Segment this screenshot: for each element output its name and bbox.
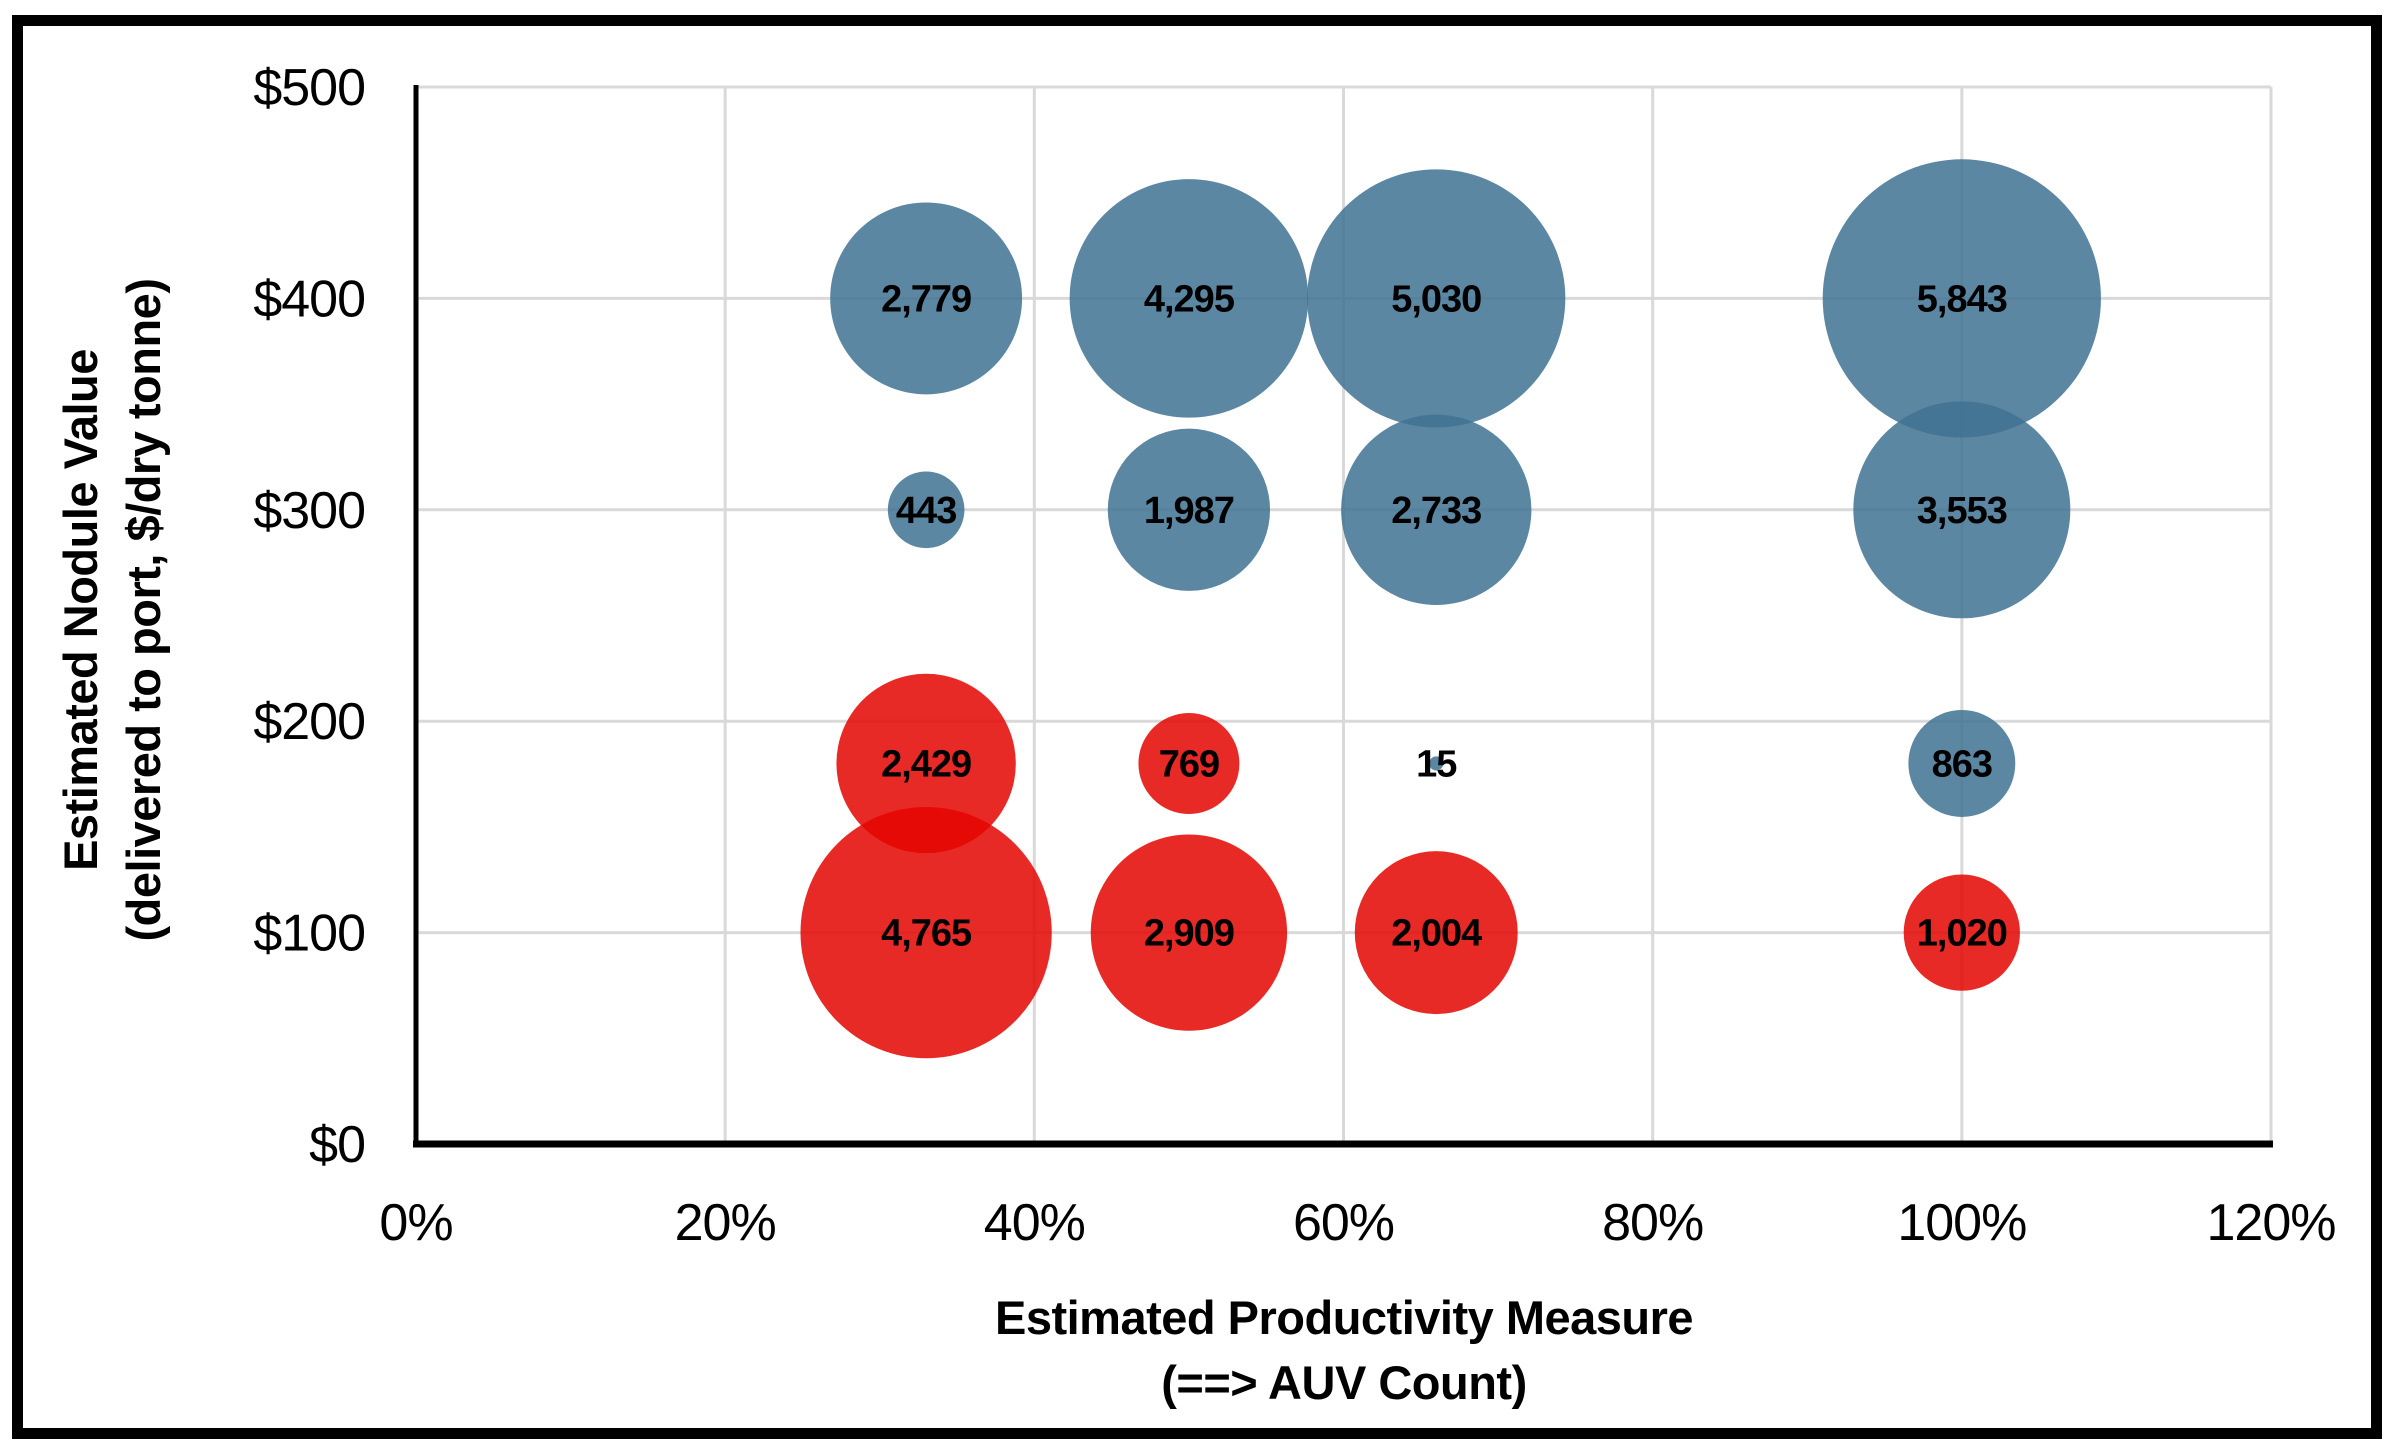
bubble-label-769: 769 bbox=[1159, 743, 1219, 785]
x-tick-label-40: 40% bbox=[984, 1194, 1085, 1252]
x-axis-title-line2: (==> AUV Count) bbox=[1161, 1356, 1527, 1409]
bubble-red-bubbles-50pct-180 bbox=[1138, 713, 1240, 814]
bubble-blue-bubbles-100pct-400 bbox=[1822, 159, 2101, 438]
y-tick-label-500: $500 bbox=[253, 59, 365, 117]
bubble-label-1987: 1,987 bbox=[1144, 490, 1234, 532]
bubble-red-bubbles-50pct-100 bbox=[1090, 834, 1288, 1031]
x-tick-label-0: 0% bbox=[379, 1194, 452, 1252]
bubble-label-4765: 4,765 bbox=[881, 913, 972, 955]
y-axis-title: Estimated Nodule Value (delivered to por… bbox=[49, 279, 175, 942]
bubble-label-4295: 4,295 bbox=[1144, 278, 1235, 320]
bubble-red-bubbles-100pct-100 bbox=[1903, 874, 2020, 991]
bubble-label-863: 863 bbox=[1932, 743, 1992, 785]
y-tick-label-400: $400 bbox=[253, 270, 365, 328]
y-tick-label-0: $0 bbox=[309, 1116, 365, 1174]
bubble-label-2733: 2,733 bbox=[1391, 490, 1481, 532]
x-tick-label-120: 120% bbox=[2207, 1194, 2336, 1252]
chart-outer-border bbox=[12, 15, 2382, 1439]
y-tick-label-300: $300 bbox=[253, 482, 365, 540]
bubble-label-2779: 2,779 bbox=[881, 278, 971, 320]
bubble-label-443: 443 bbox=[896, 490, 956, 532]
bubble-label-5843: 5,843 bbox=[1917, 278, 2007, 320]
bubble-blue-bubbles-66pct-180 bbox=[1429, 756, 1444, 771]
x-tick-label-60: 60% bbox=[1293, 1194, 1394, 1252]
bubble-blue-bubbles-66pct-400 bbox=[1307, 169, 1566, 428]
bubble-label-2004: 2,004 bbox=[1391, 913, 1482, 955]
bubble-label-1020: 1,020 bbox=[1917, 913, 2007, 955]
bubble-label-5030: 5,030 bbox=[1391, 278, 1481, 320]
y-tick-label-100: $100 bbox=[253, 905, 365, 963]
bubble-blue-bubbles-50pct-300 bbox=[1107, 428, 1271, 591]
x-tick-label-100: 100% bbox=[1897, 1194, 2026, 1252]
bubble-blue-bubbles-66pct-300 bbox=[1341, 414, 1532, 605]
x-tick-label-80: 80% bbox=[1602, 1194, 1703, 1252]
bubble-blue-bubbles-100pct-300 bbox=[1853, 401, 2071, 619]
y-axis-title-line1: Estimated Nodule Value bbox=[54, 349, 107, 871]
bubble-red-bubbles-33pct-100 bbox=[800, 806, 1052, 1059]
bubble-blue-bubbles-50pct-400 bbox=[1069, 179, 1309, 418]
bubble-label-15: 15 bbox=[1416, 743, 1457, 785]
x-axis-title-line1: Estimated Productivity Measure bbox=[994, 1291, 1694, 1344]
x-tick-label-20: 20% bbox=[675, 1194, 776, 1252]
bubble-label-2909: 2,909 bbox=[1144, 913, 1234, 955]
y-tick-label-200: $200 bbox=[253, 693, 365, 751]
x-axis-title: Estimated Productivity Measure (==> AUV … bbox=[994, 1285, 1694, 1415]
bubble-red-bubbles-33pct-180 bbox=[836, 673, 1016, 854]
y-axis-title-line2: (delivered to port, $/dry tonne) bbox=[117, 278, 170, 942]
bubble-label-3553: 3,553 bbox=[1917, 490, 2007, 532]
bubble-red-bubbles-66pct-100 bbox=[1354, 851, 1518, 1015]
bubble-blue-bubbles-100pct-180 bbox=[1908, 710, 2016, 817]
bubble-blue-bubbles-33pct-300 bbox=[887, 471, 965, 549]
bubble-label-2429: 2,429 bbox=[881, 743, 971, 785]
bubble-blue-bubbles-33pct-400 bbox=[830, 202, 1023, 395]
